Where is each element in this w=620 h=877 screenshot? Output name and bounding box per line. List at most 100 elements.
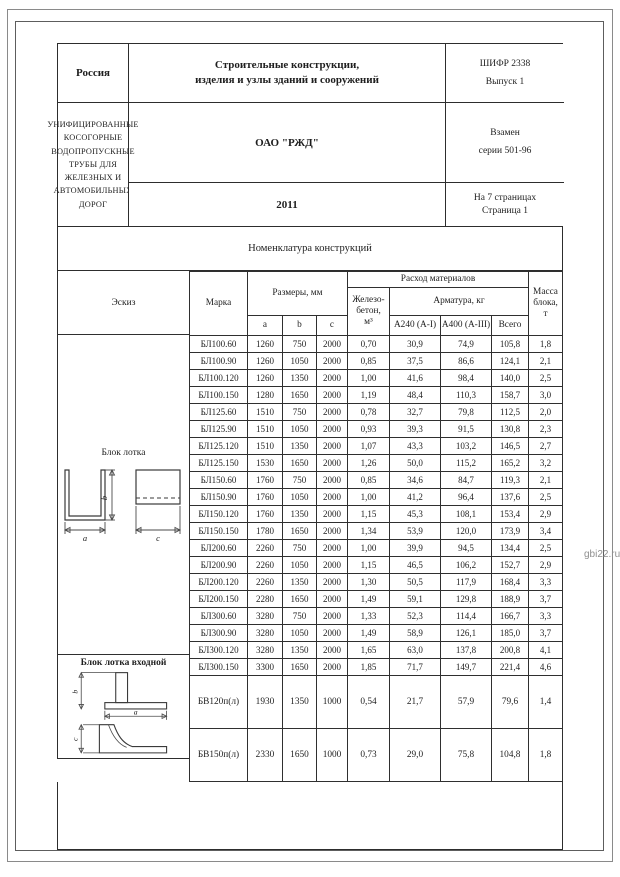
page-inner-frame xyxy=(15,21,604,851)
value-cell: 3300 xyxy=(246,658,283,676)
value-cell: 3,7 xyxy=(528,590,563,608)
value-cell: 152,7 xyxy=(491,556,529,574)
value-cell: 1,34 xyxy=(347,522,390,540)
table-row: БЛ200.150 2280 1650 2000 1,49 59,1 129,8 188,9 3… xyxy=(188,590,563,608)
value-cell: 130,8 xyxy=(491,420,529,438)
table-row: БЛ150.60 1760 750 2000 0,85 34,6 84,7 119,3 2,1 xyxy=(188,471,563,489)
value-cell: 129,8 xyxy=(440,590,492,608)
value-cell: 1650 xyxy=(281,728,317,782)
series-title-cell: Строительные конструкции, изделия и узлы… xyxy=(129,44,446,103)
value-cell: 4,1 xyxy=(528,641,563,659)
year-label: 2011 xyxy=(276,198,298,211)
value-cell: 165,2 xyxy=(491,454,529,472)
title-block: Россия Строительные конструкции, изделия… xyxy=(47,43,564,227)
value-cell: 2260 xyxy=(246,573,283,591)
table-row: БЛ125.60 1510 750 2000 0,78 32,7 79,8 112,5 2,0 xyxy=(188,403,563,421)
value-cell: 1,33 xyxy=(347,607,390,625)
col-header-mass: Масса блока, т xyxy=(528,271,563,336)
mark-cell: БЛ300.60 xyxy=(188,607,248,625)
value-cell: 2,7 xyxy=(528,437,563,455)
value-cell: 0,54 xyxy=(347,675,390,729)
table-header: Марка Размеры, мм Расход материалов Масс… xyxy=(188,271,563,336)
value-cell: 1050 xyxy=(281,420,317,438)
value-cell: 1780 xyxy=(246,522,283,540)
value-cell: 1510 xyxy=(246,403,283,421)
value-cell: 91,5 xyxy=(440,420,492,438)
value-cell: 134,4 xyxy=(491,539,529,557)
mark-cell: БЛ200.150 xyxy=(188,590,248,608)
mark-cell: БЛ200.60 xyxy=(188,539,248,557)
value-cell: 1530 xyxy=(246,454,283,472)
value-cell: 3,3 xyxy=(528,573,563,591)
value-cell: 1650 xyxy=(281,522,317,540)
value-cell: 2000 xyxy=(315,335,349,353)
dim-b-label: b xyxy=(99,495,109,499)
col-header-materials: Расход материалов xyxy=(347,271,529,288)
col-header-a: a xyxy=(246,315,283,336)
value-cell: 3280 xyxy=(246,607,283,625)
value-cell: 1350 xyxy=(281,573,317,591)
value-cell: 2,5 xyxy=(528,488,563,506)
value-cell: 1,00 xyxy=(347,539,390,557)
value-cell: 84,7 xyxy=(440,471,492,489)
value-cell: 2000 xyxy=(315,454,349,472)
value-cell: 71,7 xyxy=(389,658,441,676)
table-row: БЛ300.60 3280 750 2000 1,33 52,3 114,4 166,7 3,3 xyxy=(188,607,563,625)
value-cell: 1,00 xyxy=(347,488,390,506)
inlet-block-label: Блок лотка входной xyxy=(80,658,167,668)
nomenclature-table: Эскиз Блок лотка b xyxy=(57,271,563,782)
value-cell: 3,2 xyxy=(528,454,563,472)
value-cell: 1,8 xyxy=(528,728,563,782)
value-cell: 2,9 xyxy=(528,556,563,574)
page-number: Страница 1 xyxy=(481,205,529,216)
mark-cell: БЛ150.150 xyxy=(188,522,248,540)
value-cell: 48,4 xyxy=(389,386,441,404)
value-cell: 2000 xyxy=(315,539,349,557)
value-cell: 41,2 xyxy=(389,488,441,506)
table-row: БЛ100.90 1260 1050 2000 0,85 37,5 86,6 124,1 2,1 xyxy=(188,352,563,370)
value-cell: 750 xyxy=(281,539,317,557)
mark-cell: БЛ200.120 xyxy=(188,573,248,591)
value-cell: 0,85 xyxy=(347,352,390,370)
value-cell: 3,3 xyxy=(528,607,563,625)
value-cell: 2000 xyxy=(315,522,349,540)
table-row: БЛ100.120 1260 1350 2000 1,00 41,6 98,4 140,0 2,… xyxy=(188,369,563,387)
value-cell: 153,4 xyxy=(491,505,529,523)
value-cell: 2000 xyxy=(315,386,349,404)
table-row: БЛ125.120 1510 1350 2000 1,07 43,3 103,2 146,5 2… xyxy=(188,437,563,455)
value-cell: 750 xyxy=(281,471,317,489)
value-cell: 1,07 xyxy=(347,437,390,455)
value-cell: 104,8 xyxy=(491,728,529,782)
mark-cell: БЛ100.60 xyxy=(188,335,248,353)
value-cell: 0,78 xyxy=(347,403,390,421)
value-cell: 2000 xyxy=(315,624,349,642)
watermark: gbi22.ru xyxy=(584,549,620,560)
value-cell: 1350 xyxy=(281,641,317,659)
value-cell: 112,5 xyxy=(491,403,529,421)
mark-cell: БЛ125.90 xyxy=(188,420,248,438)
value-cell: 115,2 xyxy=(440,454,492,472)
year-cell: 2011 xyxy=(129,183,446,226)
channel-block-label: Блок лотка xyxy=(101,447,146,458)
organization-label: ОАО "РЖД" xyxy=(255,136,319,149)
table-row: БЛ300.150 3300 1650 2000 1,85 71,7 149,7 221,4 4… xyxy=(188,658,563,676)
value-cell: 137,8 xyxy=(440,641,492,659)
value-cell: 1260 xyxy=(246,352,283,370)
table-row: БЛ200.120 2260 1350 2000 1,30 50,5 117,9 168,4 3… xyxy=(188,573,563,591)
concrete-line1: Железо- xyxy=(352,295,385,306)
value-cell: 1,85 xyxy=(347,658,390,676)
mass-line3: т xyxy=(543,308,548,319)
dim-a-label: a xyxy=(83,533,87,542)
value-cell: 173,9 xyxy=(491,522,529,540)
subject-cell: УНИФИЦИРОВАННЫЕ КОСОГОРНЫЕ ВОДОПРОПУСКНЫ… xyxy=(47,103,139,226)
value-cell: 3,7 xyxy=(528,624,563,642)
table-row: БЛ200.60 2260 750 2000 1,00 39,9 94,5 134,4 2,5 xyxy=(188,539,563,557)
value-cell: 94,5 xyxy=(440,539,492,557)
value-cell: 2000 xyxy=(315,471,349,489)
sketch-header-cell: Эскиз xyxy=(57,271,189,335)
value-cell: 158,7 xyxy=(491,386,529,404)
value-cell: 2000 xyxy=(315,573,349,591)
value-cell: 750 xyxy=(281,335,317,353)
value-cell: 50,5 xyxy=(389,573,441,591)
value-cell: 2000 xyxy=(315,505,349,523)
